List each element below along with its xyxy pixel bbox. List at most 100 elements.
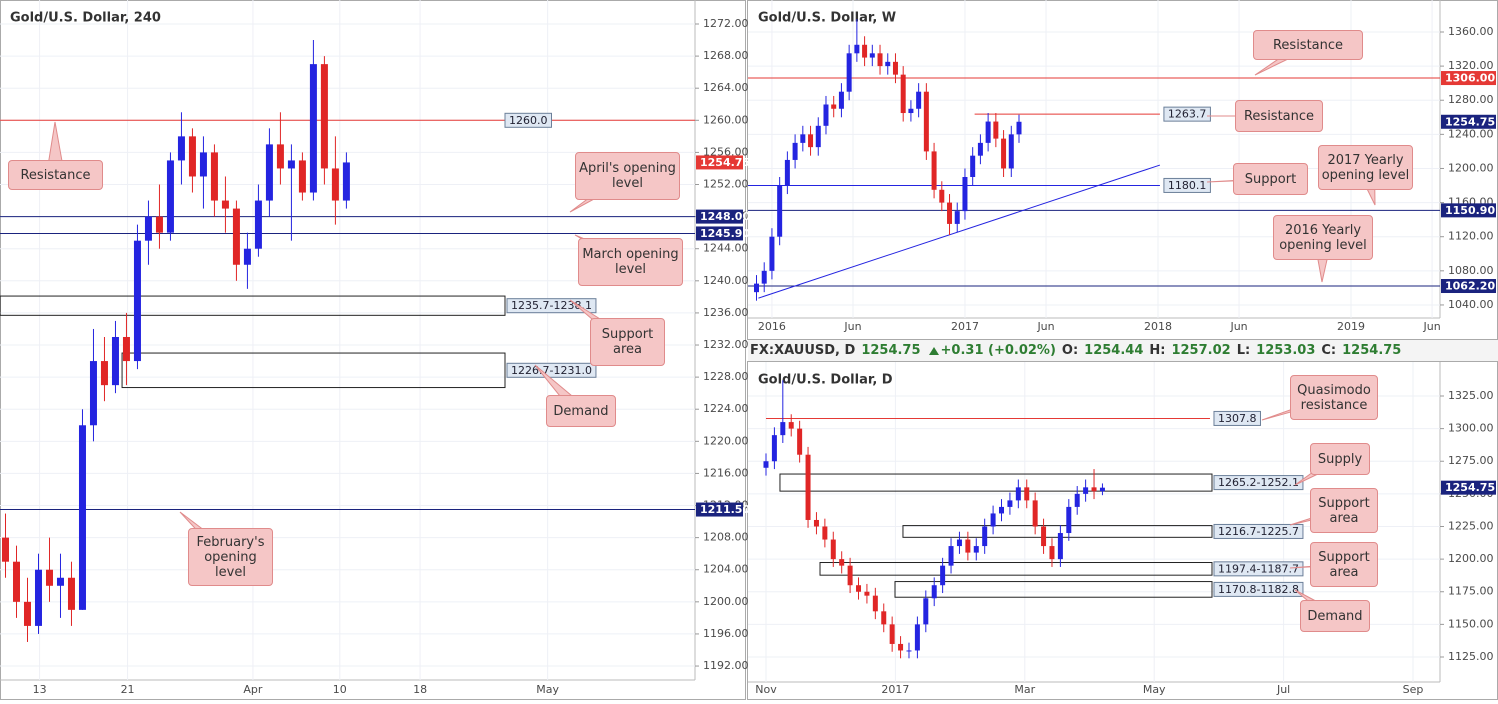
candle-body (977, 142, 983, 156)
candle-body (800, 134, 806, 143)
candle-body (931, 585, 937, 599)
level-label: 1180.1 (1168, 179, 1207, 192)
level-label: 1265.2-1252.1 (1218, 476, 1299, 489)
candle-body (771, 435, 777, 462)
candle-body (342, 162, 350, 201)
x-tick-label: 21 (121, 683, 135, 696)
chart-title: Gold/U.S. Dollar, W (758, 11, 896, 26)
candle-body (885, 61, 891, 67)
price-tag (696, 155, 743, 170)
candle-body (144, 216, 152, 241)
price-tag (696, 226, 743, 241)
candle-body (753, 283, 759, 293)
callout: Demand (546, 395, 616, 427)
x-tick-label: 2017 (951, 320, 979, 333)
candle-body (908, 108, 914, 114)
candle-body (210, 152, 218, 201)
trendline (758, 164, 1161, 299)
price-tag-label: 1248.00 (700, 210, 750, 223)
candle-body (990, 513, 996, 527)
level-label-box (1213, 475, 1304, 491)
candle-body (1024, 487, 1030, 501)
candle-body (900, 74, 906, 114)
candle-body (956, 539, 962, 547)
x-tick-label: 2017 (881, 683, 909, 696)
callout: February's opening level (188, 528, 273, 586)
y-tick-label: 1320.00 (1448, 59, 1494, 72)
price-tag-label: 1254.75 (1445, 115, 1495, 128)
candle-body (948, 546, 954, 566)
price-tag-label: 1211.50 (700, 503, 750, 516)
x-tick-label: May (536, 683, 559, 696)
candle-body (862, 44, 868, 58)
y-tick-label: 1200.00 (1448, 161, 1494, 174)
candle-body (45, 569, 53, 586)
x-tick-label: Jun (1229, 320, 1247, 333)
candle-body (823, 104, 829, 126)
level-label: 1197.4-1187.7 (1218, 562, 1299, 575)
candle-body (12, 561, 20, 602)
level-label: 1307.8 (1218, 412, 1257, 425)
candle-body (23, 601, 31, 626)
candle-body (970, 155, 976, 177)
level-label: 1263.7 (1168, 108, 1207, 121)
callout: April's opening level (575, 152, 680, 200)
y-tick-label: 1080.00 (1448, 264, 1494, 277)
price-tag-label: 1245.90 (700, 227, 750, 240)
candle-body (954, 211, 960, 224)
candle-body (831, 104, 837, 109)
candle-body (1057, 533, 1063, 560)
candle-body (133, 240, 141, 362)
callout: Support area (1310, 488, 1378, 533)
level-label-box (1213, 410, 1261, 426)
y-tick-label: 1200.00 (1448, 552, 1494, 565)
level-label-box (1213, 523, 1304, 539)
candle-body (805, 454, 811, 520)
candle-body (254, 200, 262, 249)
candle-body (939, 189, 945, 203)
x-tick-label: 13 (33, 683, 47, 696)
candle-body (947, 202, 953, 224)
y-tick-label: 1240.00 (1448, 127, 1494, 140)
candle-body (846, 53, 852, 92)
close: 1254.75 (1342, 343, 1402, 358)
x-tick-label: Nov (755, 683, 777, 696)
y-tick-label: 1224.00 (703, 402, 749, 415)
candle-body (111, 336, 119, 386)
candle-body (877, 53, 883, 67)
candle-body (777, 185, 783, 237)
y-tick-label: 1244.00 (703, 242, 749, 255)
y-tick-label: 1232.00 (703, 338, 749, 351)
price-tag (696, 209, 743, 224)
y-tick-label: 1150.00 (1448, 617, 1494, 630)
info-bar: FX:XAUUSD, D 1254.75 +0.31 (+0.02%) O: 12… (750, 341, 1401, 360)
candle-body (122, 336, 130, 362)
candle-body (813, 519, 819, 527)
candle-body (898, 643, 904, 651)
y-tick-label: 1225.00 (1448, 519, 1494, 532)
candle-body (67, 577, 75, 610)
candle-body (56, 577, 64, 586)
callout: 2016 Yearly opening level (1273, 215, 1373, 260)
candle-body (830, 539, 836, 560)
level-label: 1226.7-1231.0 (511, 364, 592, 377)
x-tick-label: 2019 (1337, 320, 1365, 333)
y-tick-label: 1280.00 (1448, 93, 1494, 106)
candle-body (1049, 546, 1055, 560)
callout: Quasimodo resistance (1290, 375, 1378, 420)
candle-body (78, 425, 86, 610)
candle-body (815, 125, 821, 148)
candle-body (188, 136, 196, 177)
info-bar-bg (748, 340, 1498, 361)
x-tick-label: 2016 (758, 320, 786, 333)
y-tick-label: 1325.00 (1448, 389, 1494, 402)
close-label: C: (1321, 343, 1337, 358)
candle-body (982, 526, 988, 547)
candle-body (856, 585, 862, 592)
candle-body (962, 176, 968, 212)
level-label: 1216.7-1225.7 (1218, 525, 1299, 538)
candle-body (1041, 526, 1047, 547)
x-tick-label: 18 (413, 683, 427, 696)
price-tag-label: 1254.75 (1445, 481, 1495, 494)
candle-body (89, 361, 97, 426)
